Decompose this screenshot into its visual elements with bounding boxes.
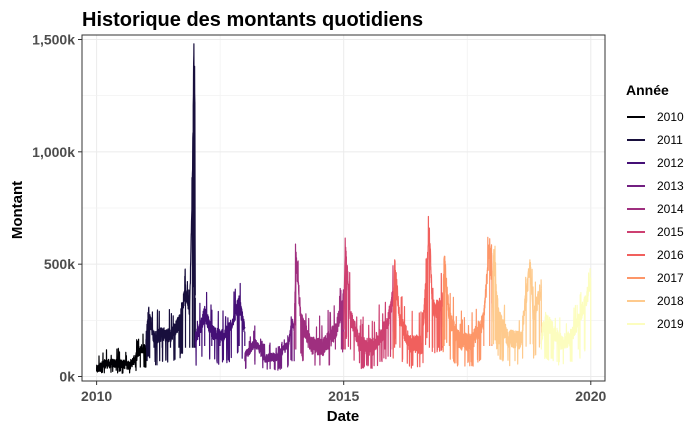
legend: Année 2010201120122013201420152016201720… (626, 82, 684, 331)
legend-label-2010: 2010 (657, 110, 684, 124)
series-line-2016 (392, 215, 444, 369)
y-tick-label: 1,000k (32, 144, 75, 160)
legend-label-2019: 2019 (657, 317, 684, 331)
series-line-2019 (540, 268, 592, 366)
series-lines (96, 43, 592, 374)
series-line-2018 (491, 245, 542, 367)
x-axis-title: Date (327, 408, 360, 425)
chart-title: Historique des montants quotidiens (82, 9, 423, 31)
series-line-2013 (244, 316, 295, 371)
series-line-2012 (194, 282, 246, 366)
legend-items: 2010 2011 2012 2013 2014 2015 2016 2017 2018 2019 (627, 110, 684, 331)
y-tick-label: 0k (59, 369, 75, 385)
y-axis-title: Montant (9, 181, 26, 239)
legend-label-2017: 2017 (657, 271, 684, 285)
x-tick-label: 2015 (328, 388, 359, 404)
series-line-2010 (96, 333, 147, 374)
legend-label-2016: 2016 (657, 248, 684, 262)
series-line-2011 (145, 43, 196, 366)
legend-label-2015: 2015 (657, 225, 684, 239)
x-tick-label: 2010 (81, 388, 112, 404)
legend-label-2013: 2013 (657, 179, 684, 193)
y-axis: 0k 500k 1,000k 1,500k (32, 31, 82, 385)
legend-label-2018: 2018 (657, 294, 684, 308)
legend-label-2012: 2012 (657, 156, 684, 170)
y-tick-label: 500k (44, 256, 75, 272)
x-axis: 2010 2015 2020 (81, 381, 607, 404)
x-tick-label: 2020 (575, 388, 606, 404)
legend-label-2011: 2011 (657, 133, 683, 147)
legend-label-2014: 2014 (657, 202, 684, 216)
y-tick-label: 1,500k (32, 31, 75, 47)
plot-area (81, 34, 606, 382)
legend-title: Année (626, 82, 669, 98)
